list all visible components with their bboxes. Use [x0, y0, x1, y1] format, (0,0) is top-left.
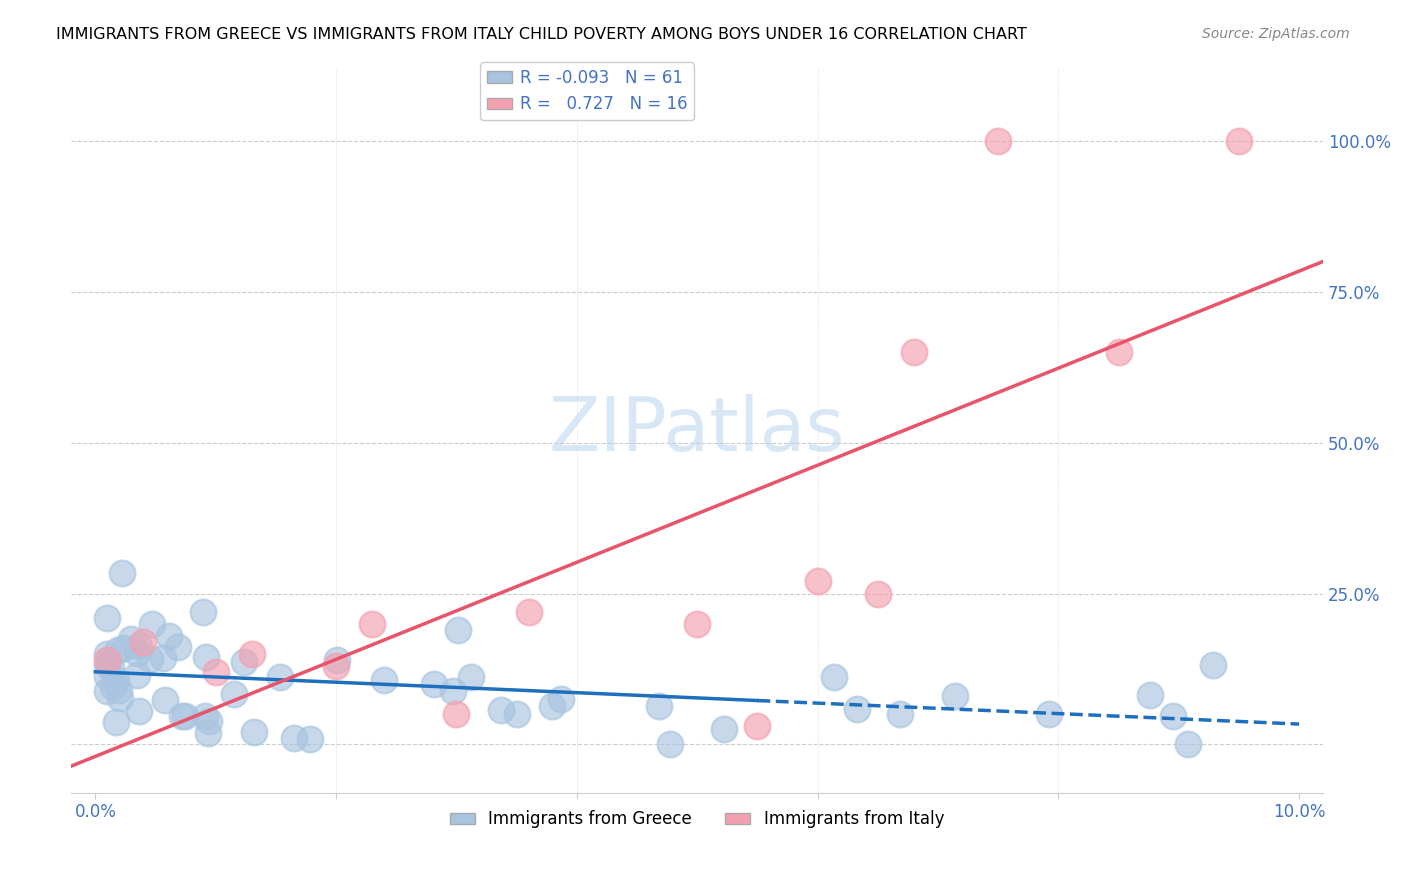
Point: [112, 641, 135, 656]
Point: [506, 706, 529, 721]
Point: [541, 698, 564, 713]
Point: [686, 616, 709, 631]
Legend: Immigrants from Greece, Immigrants from Italy: Immigrants from Greece, Immigrants from …: [443, 804, 950, 835]
Point: [713, 722, 735, 736]
Point: [446, 707, 468, 722]
Point: [806, 574, 828, 589]
Point: [157, 629, 180, 643]
Point: [1038, 706, 1060, 721]
Point: [903, 345, 925, 359]
Point: [517, 605, 540, 619]
Point: [326, 653, 349, 667]
Point: [866, 586, 889, 600]
Point: [232, 655, 254, 669]
Point: [108, 691, 131, 706]
Point: [204, 665, 226, 679]
Point: [97, 652, 120, 666]
Point: [104, 673, 127, 687]
Point: [125, 646, 148, 660]
Point: [659, 738, 682, 752]
Point: [153, 692, 176, 706]
Point: [747, 719, 769, 733]
Point: [283, 731, 305, 745]
Point: [987, 134, 1010, 148]
Point: [107, 643, 129, 657]
Point: [141, 616, 163, 631]
Point: [96, 653, 118, 667]
Point: [299, 731, 322, 746]
Point: [139, 652, 162, 666]
Point: [269, 670, 291, 684]
Point: [441, 684, 464, 698]
Point: [108, 683, 131, 698]
Point: [96, 610, 118, 624]
Point: [197, 726, 219, 740]
Point: [152, 650, 174, 665]
Point: [104, 714, 127, 729]
Point: [845, 701, 868, 715]
Point: [128, 704, 150, 718]
Point: [173, 708, 195, 723]
Point: [96, 684, 118, 698]
Point: [943, 690, 966, 704]
Point: [166, 640, 188, 655]
Point: [447, 623, 470, 637]
Point: [240, 647, 263, 661]
Point: [120, 632, 142, 647]
Point: [361, 616, 384, 631]
Point: [198, 714, 221, 728]
Point: [172, 709, 194, 723]
Point: [111, 566, 134, 580]
Point: [423, 677, 446, 691]
Point: [889, 707, 911, 722]
Point: [132, 634, 155, 648]
Point: [1177, 738, 1199, 752]
Text: ZIPatlas: ZIPatlas: [548, 394, 845, 467]
Point: [325, 659, 347, 673]
Point: [1108, 345, 1130, 359]
Point: [194, 649, 217, 664]
Point: [1227, 134, 1250, 148]
Point: [373, 673, 395, 687]
Point: [1139, 688, 1161, 702]
Point: [1161, 709, 1184, 723]
Point: [1202, 658, 1225, 673]
Point: [222, 687, 245, 701]
Point: [96, 657, 118, 672]
Point: [194, 708, 217, 723]
Point: [243, 725, 266, 739]
Text: IMMIGRANTS FROM GREECE VS IMMIGRANTS FROM ITALY CHILD POVERTY AMONG BOYS UNDER 1: IMMIGRANTS FROM GREECE VS IMMIGRANTS FRO…: [56, 27, 1028, 42]
Point: [96, 669, 118, 683]
Point: [128, 639, 150, 653]
Point: [103, 680, 125, 694]
Point: [648, 699, 671, 714]
Point: [100, 661, 122, 675]
Point: [125, 668, 148, 682]
Point: [489, 703, 512, 717]
Point: [824, 670, 846, 684]
Point: [460, 670, 482, 684]
Point: [193, 605, 215, 619]
Point: [96, 648, 118, 662]
Text: Source: ZipAtlas.com: Source: ZipAtlas.com: [1202, 27, 1350, 41]
Point: [550, 692, 572, 706]
